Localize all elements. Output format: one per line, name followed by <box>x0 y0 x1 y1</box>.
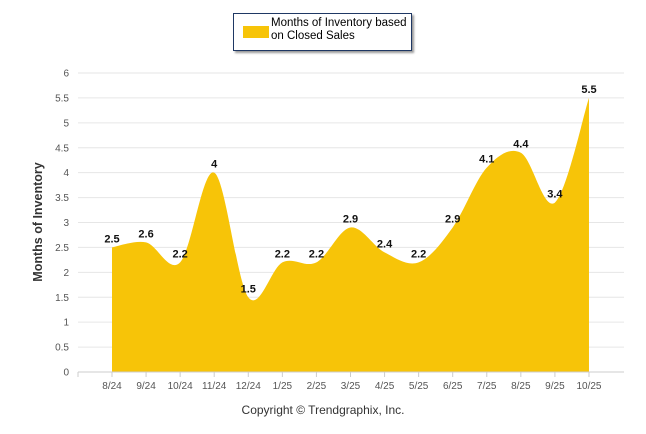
data-label: 3.4 <box>547 189 563 201</box>
data-label: 2.9 <box>343 213 358 225</box>
data-label: 5.5 <box>581 84 596 96</box>
x-tick-label: 11/24 <box>202 381 227 392</box>
data-label: 2.2 <box>275 248 290 260</box>
legend-label: Months of Inventory based on Closed Sale… <box>271 17 407 43</box>
legend-label-line1: Months of Inventory based <box>271 17 407 29</box>
x-tick-label: 7/25 <box>477 381 497 392</box>
x-tick-label: 10/25 <box>576 381 601 392</box>
x-tick-label: 5/25 <box>409 381 429 392</box>
data-label: 2.5 <box>104 233 119 245</box>
legend-swatch <box>243 26 269 38</box>
legend: Months of Inventory based on Closed Sale… <box>233 13 412 51</box>
data-label: 1.5 <box>241 283 256 295</box>
y-tick-label: 1 <box>63 318 69 329</box>
data-label: 4 <box>211 159 218 171</box>
y-tick-label: 0 <box>63 368 69 379</box>
y-tick-label: 2.5 <box>55 243 69 254</box>
x-tick-label: 6/25 <box>443 381 463 392</box>
data-label: 4.1 <box>479 154 494 166</box>
x-tick-label: 4/25 <box>375 381 395 392</box>
x-tick-label: 1/25 <box>273 381 293 392</box>
y-tick-label: 4.5 <box>55 143 69 154</box>
series-area <box>112 97 589 373</box>
data-label: 2.2 <box>172 248 187 260</box>
y-tick-label: 2 <box>63 268 69 279</box>
x-tick-label: 9/24 <box>136 381 156 392</box>
legend-label-line2: on Closed Sales <box>271 30 355 42</box>
x-tick-label: 10/24 <box>168 381 193 392</box>
data-label: 4.4 <box>513 139 529 151</box>
x-tick-label: 12/24 <box>236 381 261 392</box>
y-tick-label: 3.5 <box>55 193 69 204</box>
copyright: Copyright © Trendgraphix, Inc. <box>241 403 405 417</box>
y-tick-label: 1.5 <box>55 293 69 304</box>
y-axis-title: Months of Inventory <box>31 162 45 281</box>
x-tick-label: 8/25 <box>511 381 531 392</box>
y-tick-label: 5 <box>63 118 69 129</box>
x-tick-label: 3/25 <box>341 381 361 392</box>
x-tick-label: 2/25 <box>307 381 327 392</box>
data-label: 2.6 <box>138 228 153 240</box>
y-tick-label: 0.5 <box>55 343 69 354</box>
data-label: 2.2 <box>411 248 426 260</box>
y-tick-label: 6 <box>63 69 69 80</box>
x-tick-label: 9/25 <box>545 381 565 392</box>
x-tick-label: 8/24 <box>102 381 122 392</box>
y-tick-label: 5.5 <box>55 93 69 104</box>
data-label: 2.9 <box>445 213 460 225</box>
y-tick-label: 4 <box>63 168 69 179</box>
y-tick-label: 3 <box>63 218 69 229</box>
data-label: 2.4 <box>377 238 393 250</box>
data-label: 2.2 <box>309 248 324 260</box>
